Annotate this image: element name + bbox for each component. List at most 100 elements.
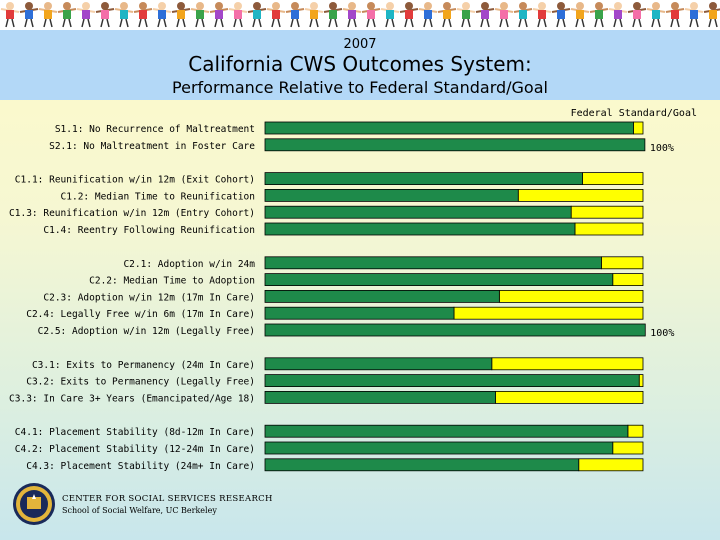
child-figure xyxy=(361,2,381,28)
child-figure xyxy=(209,2,229,28)
child-figure xyxy=(304,2,324,28)
uc-berkeley-seal xyxy=(13,483,55,525)
child-figure xyxy=(608,2,628,28)
child-figure xyxy=(76,2,96,28)
child-figure xyxy=(38,2,58,28)
row-label: C1.4: Reentry Following Reunification xyxy=(43,225,255,236)
footer: CENTER FOR SOCIAL SERVICES RESEARCH Scho… xyxy=(10,480,310,530)
row-label: C1.3: Reunification w/in 12m (Entry Coho… xyxy=(9,208,255,219)
kids-banner xyxy=(0,0,720,30)
performance-bar xyxy=(264,189,519,202)
performance-bar xyxy=(264,306,455,320)
row-label: C3.1: Exits to Permanency (24m In Care) xyxy=(32,360,255,371)
performance-bar xyxy=(264,205,572,219)
child-figure xyxy=(532,2,552,28)
row-label: C4.2: Placement Stability (12-24m In Car… xyxy=(15,444,255,455)
child-figure xyxy=(418,2,438,28)
child-figure xyxy=(152,2,172,28)
performance-bar xyxy=(264,441,614,455)
row-label: C3.3: In Care 3+ Years (Emancipated/Age … xyxy=(9,393,255,404)
percent-label: 100% xyxy=(650,328,674,339)
goal-gap-bar xyxy=(517,189,644,202)
performance-bar xyxy=(264,138,646,152)
goal-gap-bar xyxy=(453,306,644,320)
row-label: C1.1: Reunification w/in 12m (Exit Cohor… xyxy=(15,175,255,186)
child-figure xyxy=(437,2,457,28)
performance-bar xyxy=(264,256,602,270)
page-title: California CWS Outcomes System: xyxy=(188,52,532,76)
performance-bar xyxy=(264,273,614,287)
org-subname: School of Social Welfare, UC Berkeley xyxy=(62,506,217,515)
goal-label: Federal Standard/Goal xyxy=(571,108,697,119)
goal-gap-bar xyxy=(612,273,644,287)
page-subtitle: Performance Relative to Federal Standard… xyxy=(172,78,548,97)
child-figure xyxy=(133,2,153,28)
child-figure xyxy=(114,2,134,28)
child-figure xyxy=(551,2,571,28)
child-figure xyxy=(247,2,267,28)
header: 2007 California CWS Outcomes System: Per… xyxy=(0,30,720,100)
child-figure xyxy=(228,2,248,28)
child-figure xyxy=(684,2,704,28)
child-figure xyxy=(646,2,666,28)
performance-bar xyxy=(264,458,580,472)
performance-bar xyxy=(264,357,493,371)
performance-bar xyxy=(264,222,576,236)
child-figure xyxy=(589,2,609,28)
child-figure xyxy=(494,2,514,28)
child-figure xyxy=(266,2,286,28)
row-label: C2.2: Median Time to Adoption xyxy=(89,276,255,287)
org-name: CENTER FOR SOCIAL SERVICES RESEARCH xyxy=(62,494,273,504)
goal-gap-bar xyxy=(491,357,644,371)
child-figure xyxy=(456,2,476,28)
performance-bar xyxy=(264,289,500,303)
child-figure xyxy=(665,2,685,28)
row-label: C1.2: Median Time to Reunification xyxy=(61,191,255,202)
percent-label: 100% xyxy=(650,143,674,154)
goal-gap-bar xyxy=(638,374,644,388)
performance-bar xyxy=(264,424,629,438)
child-figure xyxy=(513,2,533,28)
row-label: S1.1: No Recurrence of Maltreatment xyxy=(55,124,255,135)
child-figure xyxy=(570,2,590,28)
child-figure xyxy=(0,2,20,28)
row-label: C2.1: Adoption w/in 24m xyxy=(123,259,255,270)
child-figure xyxy=(285,2,305,28)
child-figure xyxy=(399,2,419,28)
performance-bar-chart: Federal Standard/Goal S1.1: No Recurrenc… xyxy=(9,108,697,472)
performance-bar xyxy=(264,390,496,404)
child-figure xyxy=(323,2,343,28)
goal-gap-bar xyxy=(582,172,644,185)
year-label: 2007 xyxy=(343,37,377,52)
child-figure xyxy=(190,2,210,28)
child-figure xyxy=(703,2,720,28)
row-label: C3.2: Exits to Permanency (Legally Free) xyxy=(26,377,255,388)
goal-gap-bar xyxy=(495,390,644,404)
row-label: C2.5: Adoption w/in 12m (Legally Free) xyxy=(38,326,255,337)
goal-gap-bar xyxy=(627,424,644,438)
child-figure xyxy=(475,2,495,28)
child-figure xyxy=(342,2,362,28)
child-figure xyxy=(627,2,647,28)
goal-gap-bar xyxy=(633,121,644,135)
children-illustration-strip xyxy=(0,2,720,28)
goal-gap-bar xyxy=(578,458,644,472)
goal-gap-bar xyxy=(612,441,644,455)
child-figure xyxy=(171,2,191,28)
row-label: S2.1: No Maltreatment in Foster Care xyxy=(49,141,255,152)
row-label: C2.3: Adoption w/in 12m (17m In Care) xyxy=(43,292,255,303)
goal-gap-bar xyxy=(498,289,644,303)
goal-gap-bar xyxy=(574,222,644,236)
row-label: C2.4: Legally Free w/in 6m (17m In Care) xyxy=(26,309,255,320)
row-label: C4.3: Placement Stability (24m+ In Care) xyxy=(26,461,255,472)
performance-bar xyxy=(264,172,583,185)
child-figure xyxy=(19,2,39,28)
child-figure xyxy=(57,2,77,28)
child-figure xyxy=(380,2,400,28)
goal-gap-bar xyxy=(601,256,644,270)
performance-bar xyxy=(264,323,646,337)
child-figure xyxy=(95,2,115,28)
performance-bar xyxy=(264,121,634,135)
performance-bar xyxy=(264,374,640,388)
row-label: C4.1: Placement Stability (8d-12m In Car… xyxy=(15,427,255,438)
